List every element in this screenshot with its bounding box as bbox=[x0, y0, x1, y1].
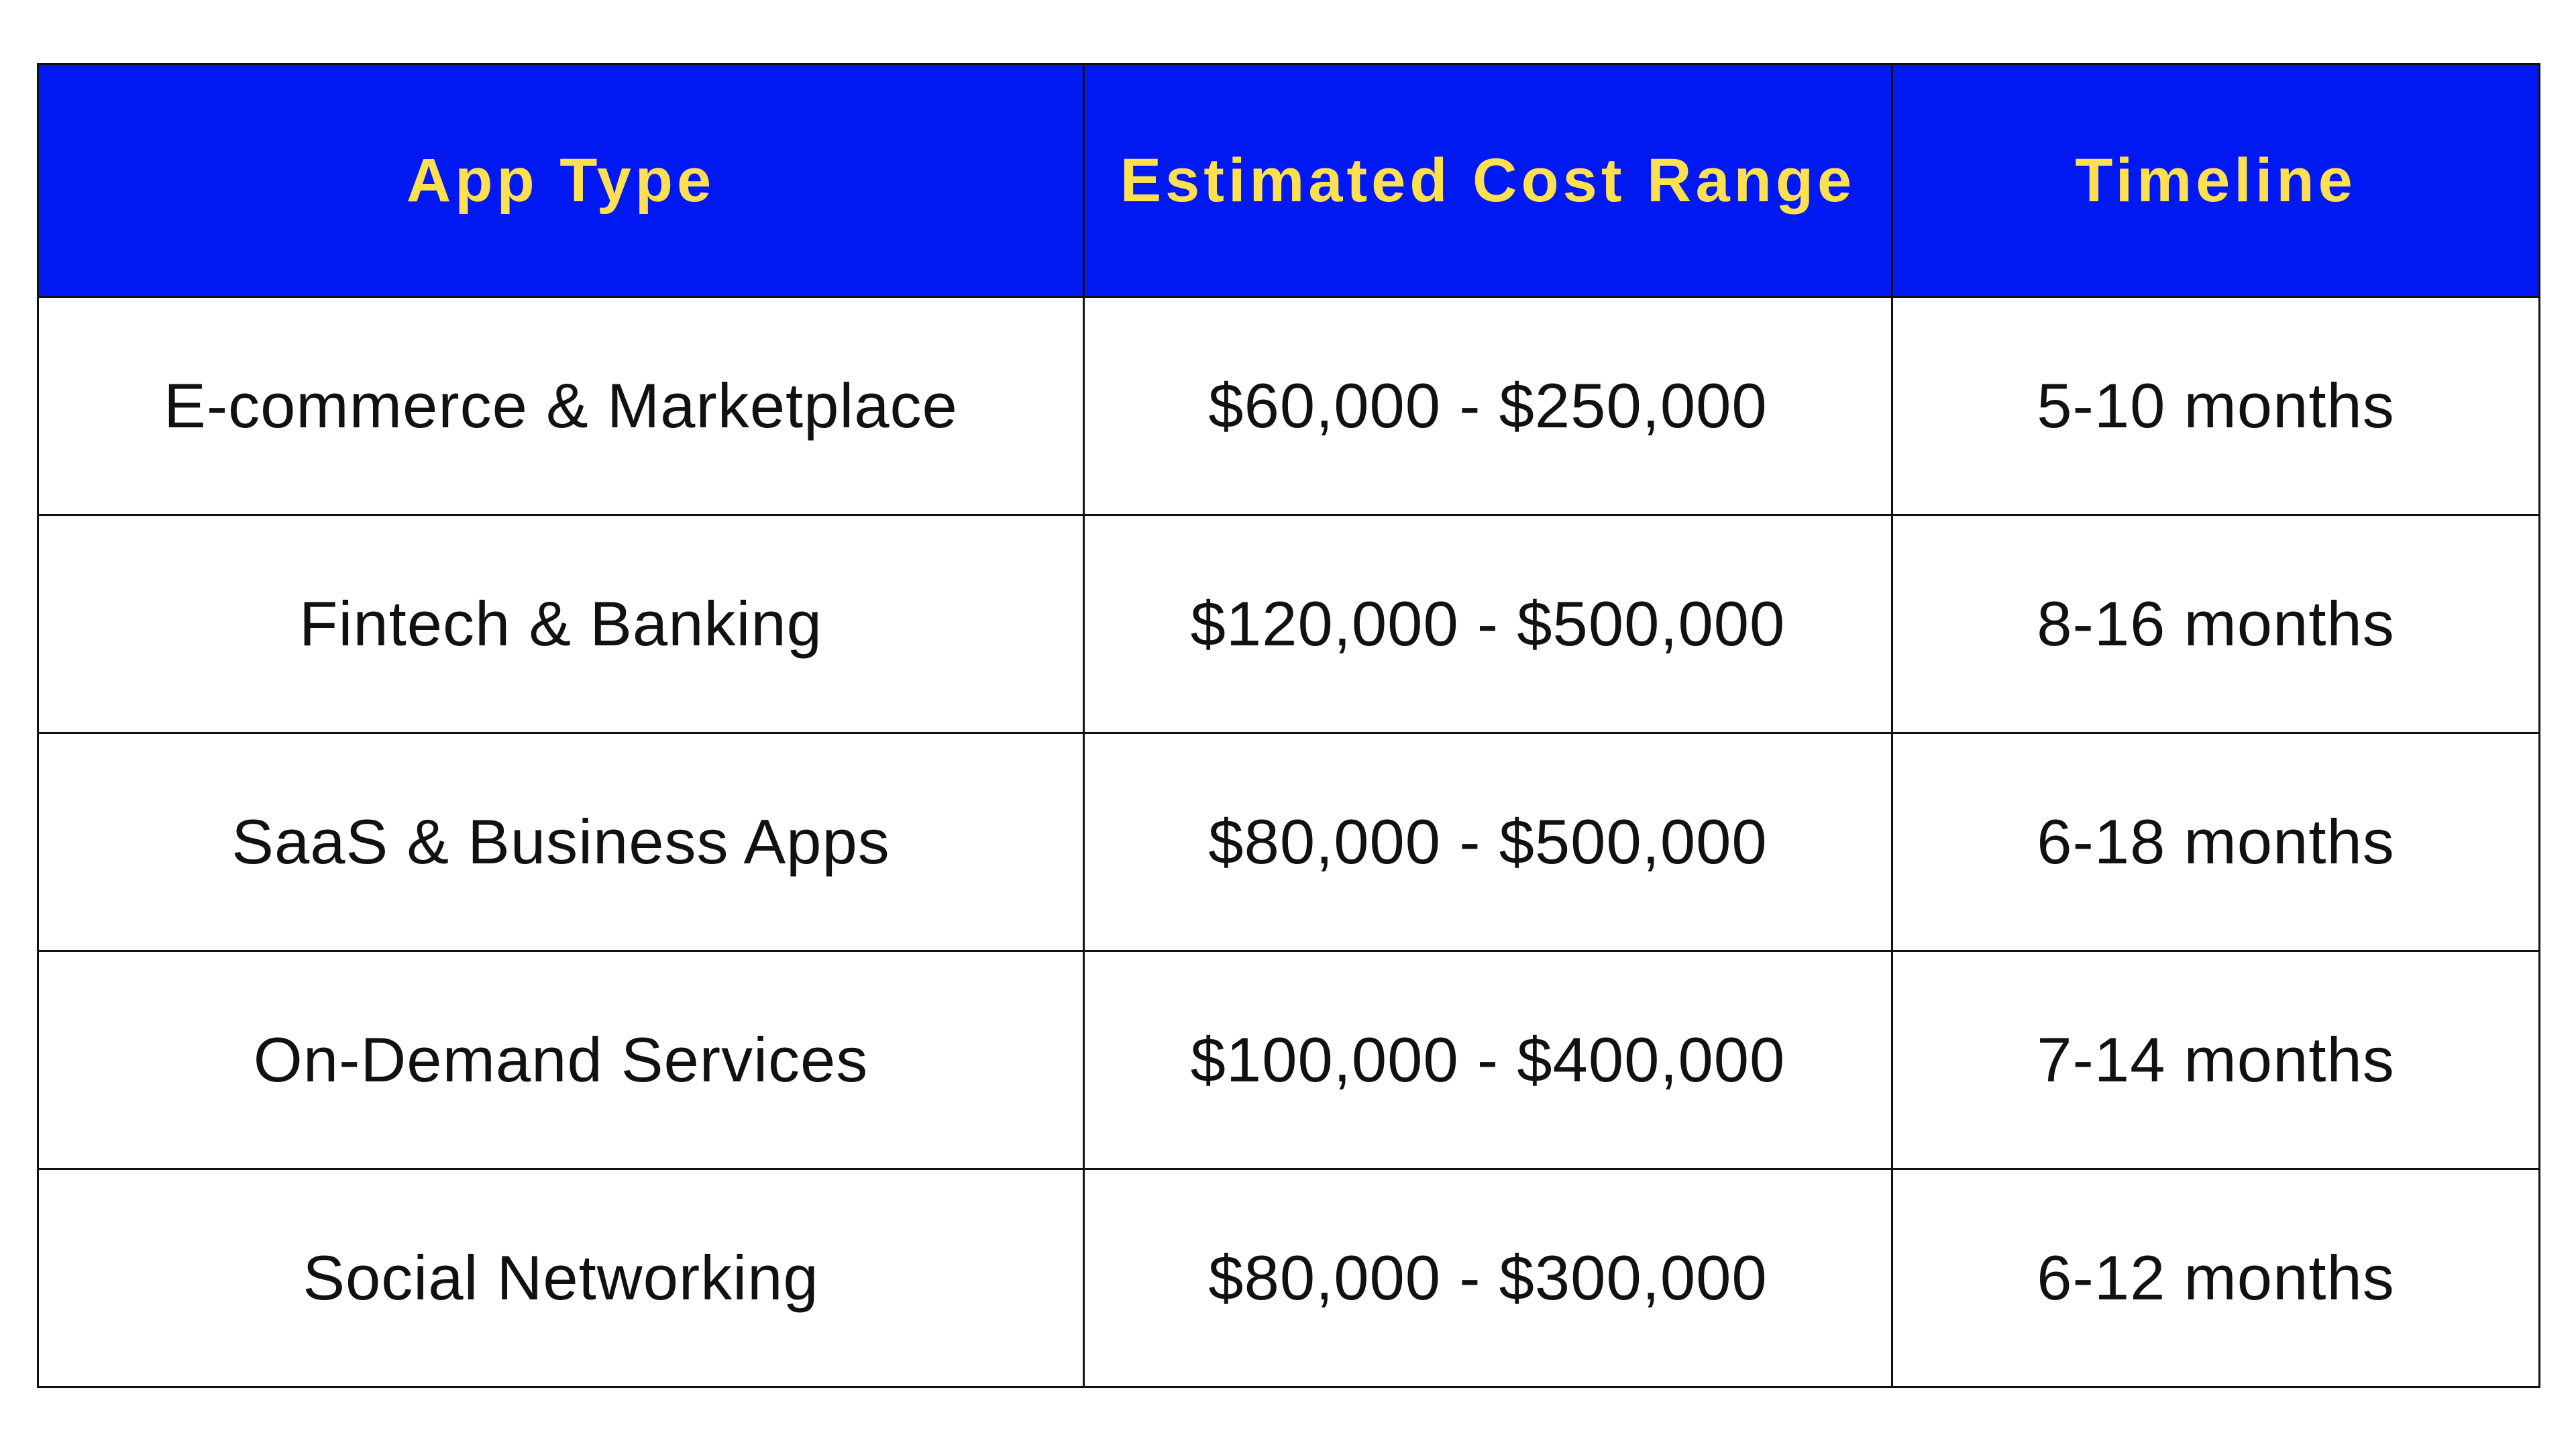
app-type-cell: Fintech & Banking bbox=[37, 514, 1085, 734]
timeline-cell: 7-14 months bbox=[1891, 950, 2540, 1170]
cost-range-cell: $120,000 - $500,000 bbox=[1083, 514, 1893, 734]
header-app-type: App Type bbox=[37, 63, 1085, 298]
timeline-cell: 5-10 months bbox=[1891, 296, 2540, 516]
app-type-cell: SaaS & Business Apps bbox=[37, 732, 1085, 952]
app-type-cell: E-commerce & Marketplace bbox=[37, 296, 1085, 516]
cost-range-cell: $60,000 - $250,000 bbox=[1083, 296, 1893, 516]
timeline-cell: 6-12 months bbox=[1891, 1168, 2540, 1388]
table-row: On-Demand Services $100,000 - $400,000 7… bbox=[37, 950, 2540, 1170]
app-type-cell: On-Demand Services bbox=[37, 950, 1085, 1170]
cost-range-cell: $100,000 - $400,000 bbox=[1083, 950, 1893, 1170]
table-row: Fintech & Banking $120,000 - $500,000 8-… bbox=[37, 514, 2540, 734]
header-row: App Type Estimated Cost Range Timeline bbox=[37, 63, 2540, 298]
table-row: E-commerce & Marketplace $60,000 - $250,… bbox=[37, 296, 2540, 516]
header-timeline: Timeline bbox=[1891, 63, 2540, 298]
header-estimated-cost-range: Estimated Cost Range bbox=[1083, 63, 1893, 298]
cost-table: App Type Estimated Cost Range Timeline E… bbox=[37, 63, 2540, 1388]
table-row: Social Networking $80,000 - $300,000 6-1… bbox=[37, 1168, 2540, 1388]
table-row: SaaS & Business Apps $80,000 - $500,000 … bbox=[37, 732, 2540, 952]
app-type-cell: Social Networking bbox=[37, 1168, 1085, 1388]
timeline-cell: 6-18 months bbox=[1891, 732, 2540, 952]
cost-range-cell: $80,000 - $500,000 bbox=[1083, 732, 1893, 952]
timeline-cell: 8-16 months bbox=[1891, 514, 2540, 734]
cost-range-cell: $80,000 - $300,000 bbox=[1083, 1168, 1893, 1388]
